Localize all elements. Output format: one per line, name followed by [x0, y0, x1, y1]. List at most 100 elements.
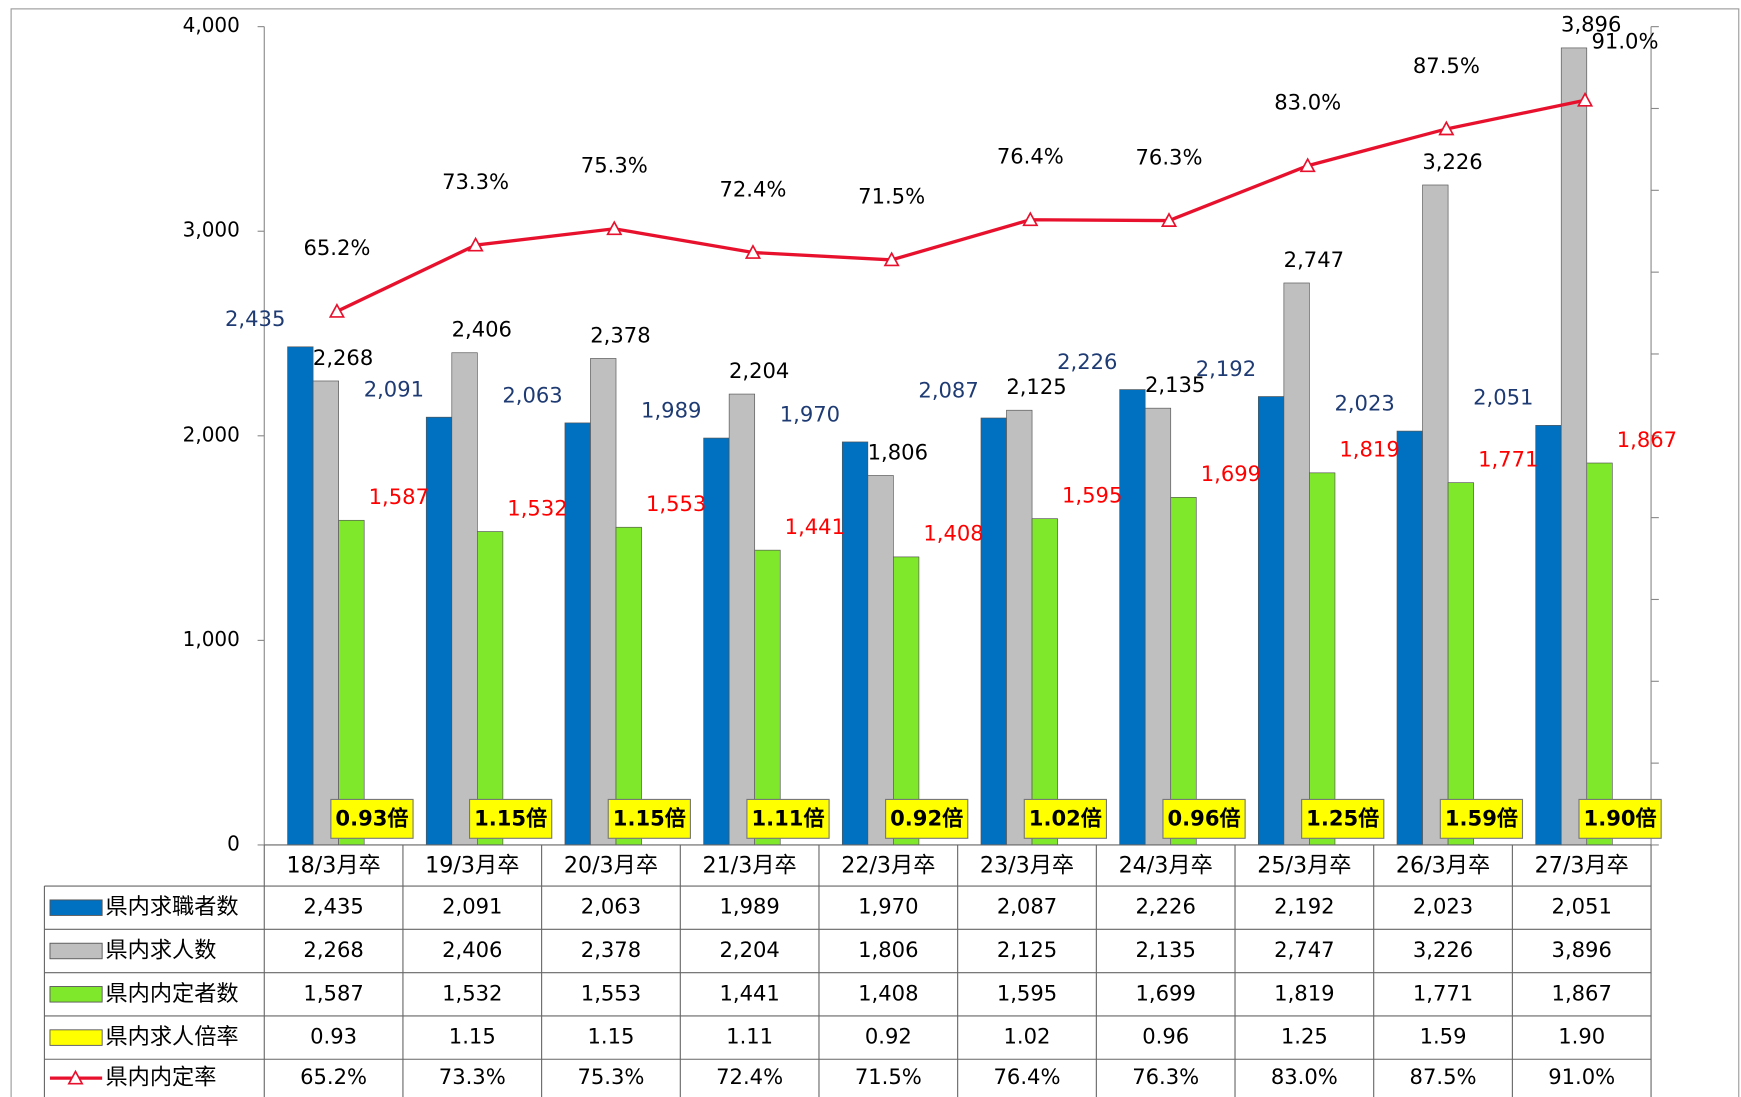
table-cell: 1,771	[1413, 980, 1473, 1005]
ratio-label: 0.96倍	[1167, 805, 1240, 830]
rate-label: 76.3%	[1136, 144, 1203, 169]
bar	[867, 475, 894, 846]
rate-label: 75.3%	[581, 153, 648, 178]
rate-label: 83.0%	[1274, 90, 1341, 115]
rate-marker	[328, 303, 345, 318]
ratio-label: 1.15倍	[474, 805, 547, 830]
table-cell: 2,268	[303, 937, 363, 962]
table-cell: 1,806	[858, 937, 918, 962]
bar	[615, 526, 642, 846]
table-cell: 2,435	[303, 894, 363, 919]
bar-value-label: 2,226	[1057, 349, 1117, 374]
legend-label: 県内求人数	[105, 937, 216, 963]
ratio-label: 0.92倍	[890, 805, 963, 830]
bar-value-label: 2,023	[1334, 390, 1394, 415]
bar	[1119, 389, 1146, 846]
table-cell: 1,699	[1136, 980, 1196, 1005]
rate-marker	[883, 251, 900, 267]
table-cell: 2,087	[997, 894, 1057, 919]
bar-value-label: 1,819	[1339, 437, 1399, 462]
table-cell: 2,204	[719, 937, 779, 962]
bar	[980, 417, 1007, 846]
bar	[1422, 184, 1449, 846]
legend-swatch	[49, 986, 103, 1003]
rate-label: 72.4%	[719, 176, 786, 201]
table-cell: 91.0%	[1548, 1064, 1615, 1089]
table-cell: 1,587	[303, 980, 363, 1005]
bar	[1586, 462, 1613, 846]
bar-value-label: 2,747	[1284, 247, 1344, 272]
ratio-label: 1.90倍	[1584, 805, 1657, 830]
table-cell: 2,091	[442, 894, 502, 919]
rate-label: 87.5%	[1413, 53, 1480, 78]
ratio-box	[746, 798, 830, 839]
table-cell: 87.5%	[1410, 1064, 1477, 1089]
rate-marker	[744, 244, 762, 259]
bar-value-label: 2,051	[1473, 385, 1533, 410]
bar	[590, 358, 617, 846]
legend-label: 県内求人倍率	[105, 1024, 238, 1050]
table-cell: 2,226	[1136, 894, 1196, 919]
bar	[1170, 497, 1197, 846]
table-cell: 2,747	[1274, 937, 1334, 962]
table-cell: 2,135	[1136, 937, 1196, 962]
bar-value-label: 2,091	[364, 377, 424, 402]
table-cell: 1,819	[1274, 980, 1334, 1005]
bar-value-label: 2,406	[452, 317, 512, 342]
ratio-box	[469, 798, 553, 839]
table-cell: 73.3%	[439, 1064, 506, 1089]
bar	[1006, 409, 1033, 846]
bar	[1144, 407, 1172, 846]
table-cell: 2,378	[581, 937, 641, 962]
table-cell: 2,051	[1552, 894, 1612, 919]
bar-value-label: 1,867	[1617, 427, 1677, 452]
bar-value-label: 1,441	[785, 514, 845, 539]
ratio-label: 1.25倍	[1306, 805, 1379, 830]
table-cell: 0.92	[865, 1024, 912, 1049]
y-tick-label: 2,000	[183, 422, 240, 446]
table-cell: 1,595	[997, 980, 1057, 1005]
bar	[1031, 518, 1058, 846]
bar-value-label: 2,192	[1196, 356, 1256, 381]
bar-value-label: 1,553	[646, 491, 706, 516]
bar-value-label: 1,806	[868, 439, 928, 464]
ratio-label: 1.11倍	[751, 805, 824, 830]
category-label: 22/3月卒	[841, 853, 935, 879]
table-cell: 1.15	[587, 1024, 634, 1049]
bar	[564, 422, 591, 846]
table-cell: 2,192	[1274, 894, 1334, 919]
table-cell: 1.11	[726, 1024, 773, 1049]
table-cell: 1,970	[858, 894, 918, 919]
table-cell: 0.93	[310, 1024, 357, 1049]
table-cell: 0.96	[1142, 1024, 1189, 1049]
y-tick-label: 4,000	[183, 13, 240, 37]
bar-value-label: 3,226	[1422, 149, 1482, 174]
table-cell: 83.0%	[1271, 1064, 1338, 1089]
table-cell: 1.15	[449, 1024, 496, 1049]
bar-value-label: 3,896	[1561, 12, 1621, 37]
ratio-label: 1.15倍	[613, 805, 686, 830]
rate-marker	[1160, 212, 1178, 227]
bar	[477, 531, 504, 846]
ratio-box	[330, 798, 414, 839]
bar	[841, 441, 869, 846]
legend-label: 県内内定率	[105, 1065, 216, 1091]
bar-value-label: 1,587	[369, 484, 429, 509]
y-tick-label: 0	[227, 831, 240, 855]
category-label: 20/3月卒	[564, 853, 658, 879]
rate-marker	[467, 236, 484, 252]
table-cell: 1.25	[1281, 1024, 1328, 1049]
category-label: 26/3月卒	[1396, 853, 1490, 879]
rate-label: 71.5%	[858, 184, 925, 209]
table-cell: 1.59	[1420, 1024, 1467, 1049]
rate-marker	[1576, 91, 1594, 107]
rate-marker	[1022, 211, 1039, 227]
bar-value-label: 1,532	[507, 495, 567, 520]
y-tick-label: 3,000	[183, 218, 240, 242]
bar	[451, 352, 478, 846]
legend-swatch	[49, 942, 103, 960]
table-cell: 76.4%	[994, 1064, 1061, 1089]
ratio-label: 0.93倍	[335, 805, 408, 830]
bar	[703, 437, 730, 846]
